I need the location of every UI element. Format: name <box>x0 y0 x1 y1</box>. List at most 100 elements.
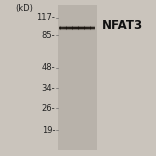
Bar <box>82 28 83 29</box>
Bar <box>59 26 61 27</box>
Bar <box>87 26 88 27</box>
Bar <box>93 25 94 26</box>
Bar <box>59 29 61 30</box>
Bar <box>83 29 85 30</box>
Bar <box>88 28 89 29</box>
Bar <box>77 27 79 28</box>
Bar <box>82 24 83 25</box>
Bar <box>86 24 87 25</box>
Bar <box>94 28 95 29</box>
Bar <box>63 30 64 31</box>
Bar <box>87 27 88 28</box>
Bar <box>90 31 92 32</box>
Bar <box>86 25 87 26</box>
Bar <box>75 24 76 25</box>
Bar <box>83 31 85 32</box>
Bar <box>70 29 71 30</box>
Bar <box>86 31 87 32</box>
Bar <box>84 25 86 26</box>
Bar <box>64 24 65 25</box>
Bar <box>86 26 87 27</box>
Bar <box>65 26 67 27</box>
Bar <box>59 24 61 25</box>
Bar <box>81 25 82 26</box>
Bar <box>61 25 62 26</box>
Bar <box>78 28 80 29</box>
Bar <box>89 29 90 30</box>
Bar <box>94 31 95 32</box>
Bar <box>86 27 87 28</box>
Bar <box>77 26 79 27</box>
Bar <box>62 27 63 28</box>
Bar <box>89 24 90 25</box>
Bar <box>71 28 73 29</box>
Bar <box>65 29 67 30</box>
Bar <box>89 29 90 30</box>
Bar <box>69 31 70 32</box>
Bar <box>77 28 79 29</box>
Bar <box>80 24 81 25</box>
Bar <box>83 29 85 30</box>
Bar <box>77 29 79 30</box>
Bar <box>71 27 73 28</box>
Bar <box>61 26 62 27</box>
Bar <box>66 27 68 28</box>
Bar <box>69 24 70 25</box>
Bar <box>93 24 94 25</box>
Bar <box>76 28 77 29</box>
Bar <box>83 26 85 27</box>
Bar <box>87 30 88 31</box>
Bar <box>69 27 70 28</box>
Bar <box>62 26 63 27</box>
Bar <box>64 31 65 32</box>
Bar <box>80 29 81 30</box>
Bar <box>69 26 70 27</box>
Bar <box>94 28 95 29</box>
Bar <box>82 27 83 28</box>
Text: NFAT3: NFAT3 <box>102 19 143 32</box>
Bar <box>62 28 63 29</box>
Bar <box>86 27 87 28</box>
Bar <box>94 24 95 25</box>
Bar <box>77 30 79 31</box>
Text: 85-: 85- <box>42 31 55 40</box>
Bar <box>69 25 70 26</box>
Bar <box>71 30 73 31</box>
Bar <box>88 27 89 28</box>
Bar <box>83 25 85 26</box>
Bar <box>94 24 95 25</box>
Bar <box>72 25 74 26</box>
Bar <box>87 29 88 30</box>
Bar <box>74 25 75 26</box>
Bar <box>62 30 63 31</box>
Bar <box>81 24 82 25</box>
Bar <box>72 29 74 30</box>
Bar <box>64 28 65 29</box>
Bar <box>64 24 65 25</box>
Bar <box>59 29 61 30</box>
Bar <box>62 29 63 30</box>
Bar <box>94 29 95 30</box>
Bar <box>68 27 69 28</box>
Bar <box>65 26 67 27</box>
Bar <box>89 27 90 28</box>
Bar <box>92 28 93 29</box>
Bar <box>59 25 61 26</box>
Bar <box>84 28 86 29</box>
Bar <box>69 27 70 28</box>
Text: 26-: 26- <box>42 104 55 113</box>
Bar <box>70 27 71 28</box>
Bar <box>81 29 82 30</box>
Bar <box>84 31 86 32</box>
Bar <box>89 28 90 29</box>
Bar <box>87 24 88 25</box>
Bar <box>84 24 86 25</box>
Bar <box>82 24 83 25</box>
Bar <box>74 24 75 25</box>
Bar <box>70 26 71 27</box>
Bar <box>81 31 82 32</box>
Bar <box>68 28 69 29</box>
Bar <box>64 29 65 30</box>
Bar <box>89 28 90 29</box>
Bar <box>61 31 62 32</box>
